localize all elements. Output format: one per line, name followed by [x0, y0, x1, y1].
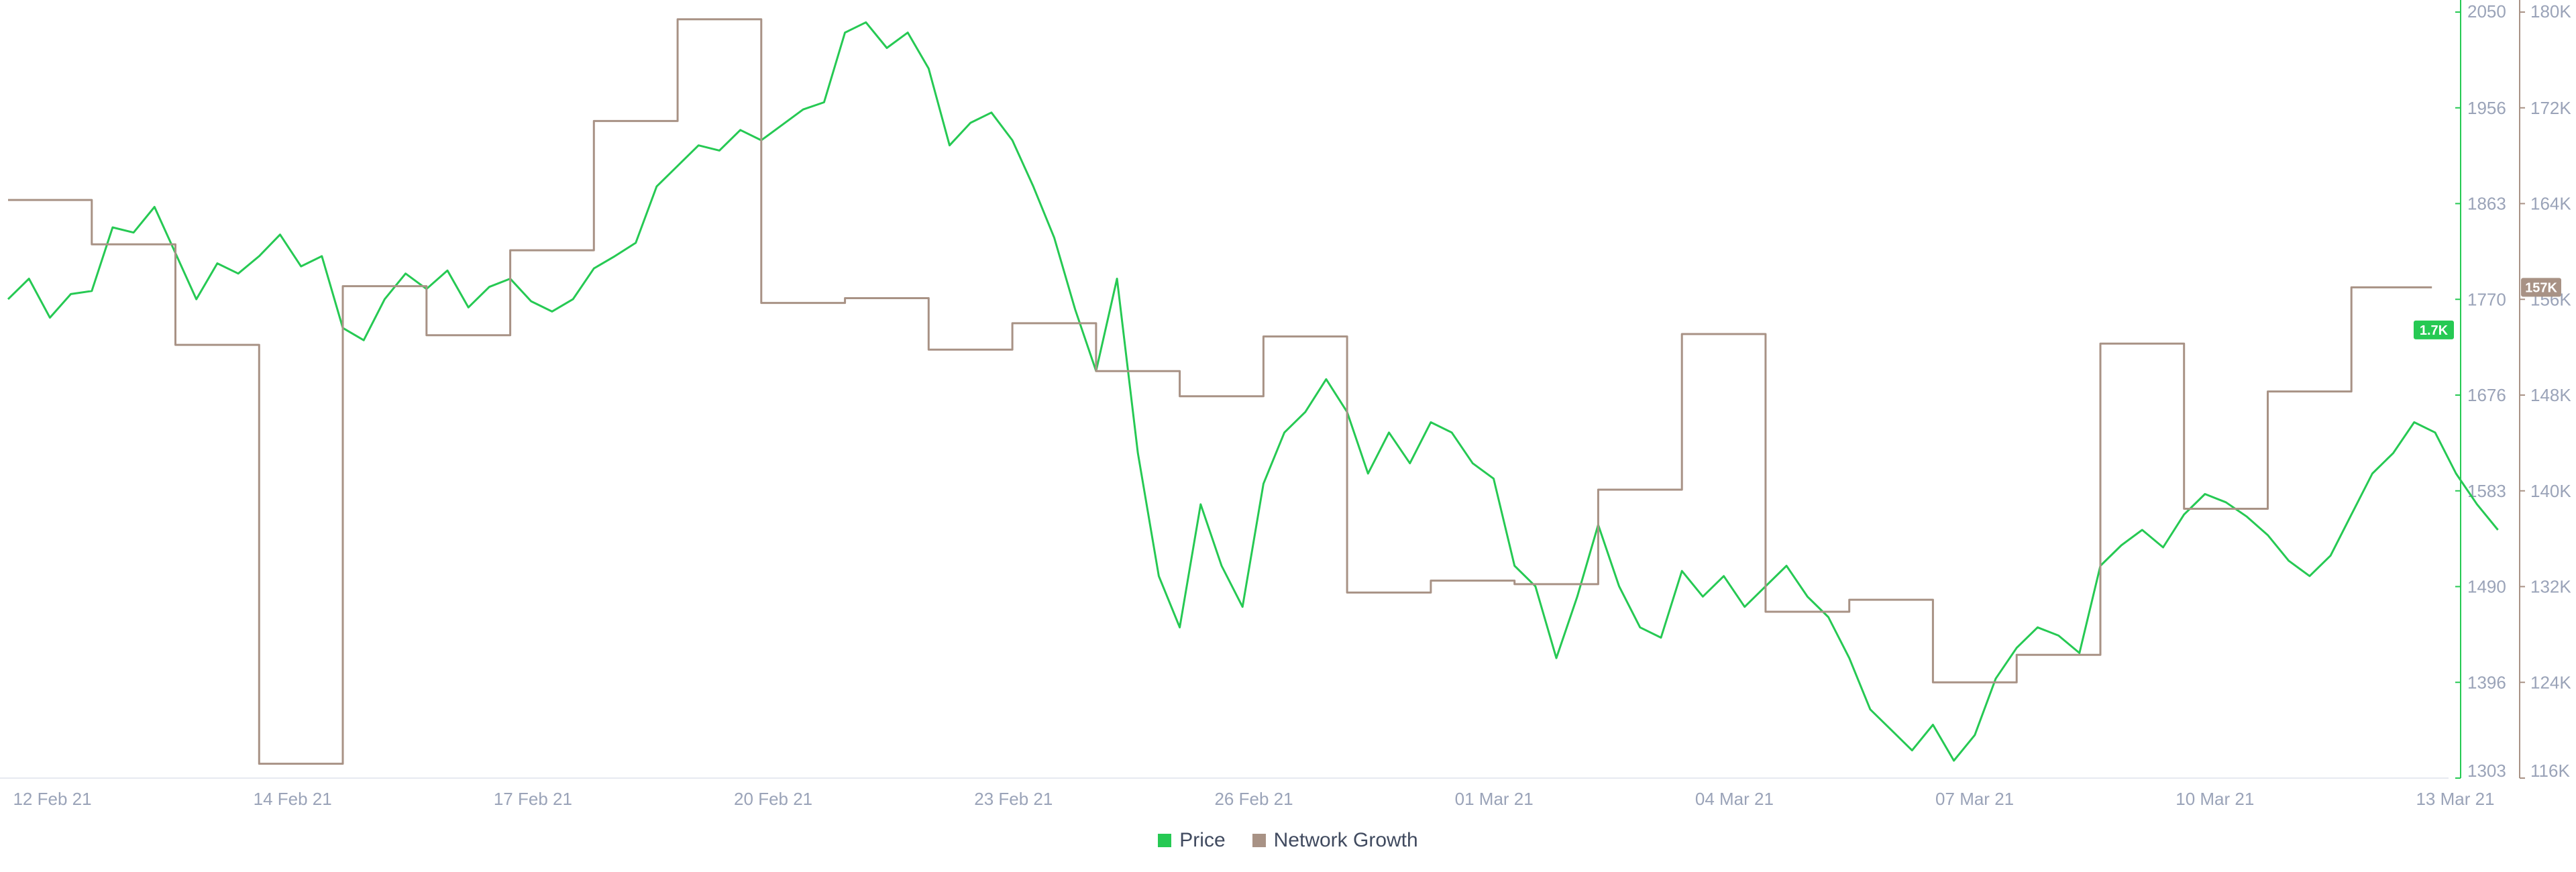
chart-legend: Price Network Growth [0, 829, 2576, 852]
network-growth-swatch [1252, 834, 1266, 847]
legend-label-network-growth: Network Growth [1273, 829, 1418, 851]
network-growth-line [8, 18, 2432, 765]
price-current-badge-text: 1.7K [2420, 323, 2449, 338]
x-axis: 12 Feb 21 14 Feb 21 17 Feb 21 20 Feb 21 23 F… [0, 777, 2495, 809]
x-tick-label: 13 Mar 21 [2416, 789, 2494, 809]
x-tick-label: 17 Feb 21 [494, 789, 572, 809]
network-growth-tick-label: 116K [2530, 761, 2570, 781]
legend-item-network-growth[interactable]: Network Growth [1252, 829, 1418, 852]
price-axis: 2050 1956 1863 1770 1676 1583 1490 1396 1303 [2455, 0, 2506, 781]
legend-item-price[interactable]: Price [1158, 829, 1226, 852]
price-tick-label: 1396 [2467, 672, 2506, 692]
network-growth-tick-label: 148K [2530, 385, 2571, 405]
network-growth-tick-label: 140K [2530, 481, 2571, 501]
network-growth-current-badge [2521, 278, 2561, 297]
x-tick-label: 20 Feb 21 [734, 789, 812, 809]
price-tick-label: 1583 [2467, 481, 2506, 501]
network-growth-tick-label: 164K [2530, 194, 2571, 214]
x-tick-label: 07 Mar 21 [1935, 789, 2014, 809]
x-tick-label: 14 Feb 21 [254, 789, 332, 809]
legend-label-price: Price [1179, 829, 1226, 851]
price-tick-label: 1490 [2467, 577, 2506, 597]
price-current-badge [2414, 320, 2454, 339]
series-layer [7, 18, 2499, 765]
network-growth-tick-label: 180K [2530, 1, 2571, 21]
x-tick-label: 04 Mar 21 [1695, 789, 1774, 809]
price-tick-label: 2050 [2467, 1, 2506, 21]
price-tick-label: 1863 [2467, 194, 2506, 214]
network-growth-tick-label: 124K [2530, 672, 2571, 692]
network-growth-tick-label: 172K [2530, 98, 2571, 118]
network-growth-current-badge-text: 157K [2525, 280, 2557, 295]
price-line [7, 21, 2499, 762]
price-swatch [1158, 834, 1172, 847]
x-tick-label: 23 Feb 21 [974, 789, 1053, 809]
x-tick-label: 12 Feb 21 [13, 789, 91, 809]
price-tick-label: 1303 [2467, 761, 2506, 781]
price-tick-label: 1770 [2467, 289, 2506, 309]
x-tick-label: 01 Mar 21 [1455, 789, 1534, 809]
x-tick-label: 10 Mar 21 [2176, 789, 2254, 809]
current-value-badges: 1.7K 157K [2414, 278, 2561, 339]
x-tick-label: 26 Feb 21 [1214, 789, 1293, 809]
price-tick-label: 1956 [2467, 98, 2506, 118]
network-growth-tick-label: 132K [2530, 577, 2571, 597]
price-tick-label: 1676 [2467, 385, 2506, 405]
